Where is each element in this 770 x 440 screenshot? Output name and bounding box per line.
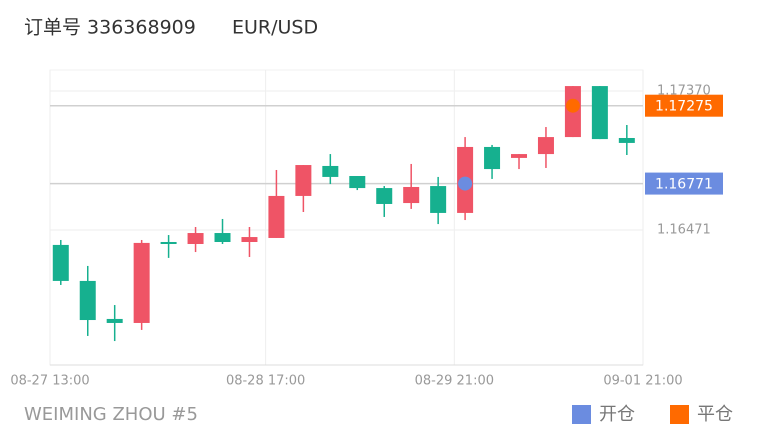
candle-body xyxy=(511,154,528,158)
legend-swatch xyxy=(572,405,591,424)
candle-body xyxy=(268,195,285,238)
y-tick-label: 1.16471 xyxy=(657,222,711,237)
candle-body xyxy=(618,137,635,143)
candle-body xyxy=(591,86,608,140)
legend-label: 开仓 xyxy=(599,404,635,425)
candle-body xyxy=(214,233,231,242)
price-tag-label: 1.16771 xyxy=(655,177,713,193)
price-tag xyxy=(645,172,723,195)
price-tag xyxy=(645,94,723,117)
trade-marker xyxy=(458,176,473,191)
candle-body xyxy=(430,186,447,213)
candle-body xyxy=(52,244,69,281)
price-tag-label: 1.17275 xyxy=(655,99,713,115)
candle-body xyxy=(484,146,501,170)
candle-body xyxy=(79,280,96,321)
candle-body xyxy=(322,165,339,177)
author: WEIMING ZHOU #5 xyxy=(24,404,198,425)
candle-body xyxy=(403,186,420,204)
candle-body xyxy=(241,237,258,242)
x-tick-label: 08-28 17:00 xyxy=(226,374,305,389)
symbol: EUR/USD xyxy=(232,17,318,39)
order-number: 订单号 336368909 xyxy=(24,17,196,39)
candle-body xyxy=(376,188,393,204)
trade-marker xyxy=(565,98,580,113)
candle-body xyxy=(537,137,554,155)
candle-body xyxy=(133,242,150,323)
x-tick-label: 08-29 21:00 xyxy=(415,374,494,389)
candle-body xyxy=(106,318,123,323)
candle-body xyxy=(295,165,312,196)
candle-body xyxy=(160,241,177,245)
legend-label: 平仓 xyxy=(697,404,733,425)
x-tick-label: 08-27 13:00 xyxy=(10,374,89,389)
candle-body xyxy=(349,176,366,189)
legend-swatch xyxy=(670,405,689,424)
x-tick-label: 09-01 21:00 xyxy=(603,374,682,389)
candle-body xyxy=(187,233,204,245)
